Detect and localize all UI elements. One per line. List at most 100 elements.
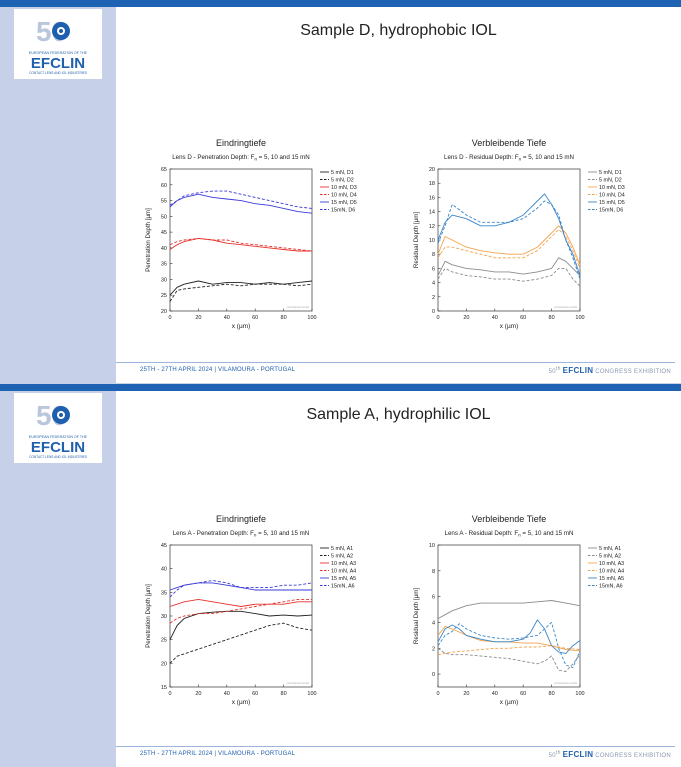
series-line-5-mn-a2 [437, 647, 581, 672]
legend-label: 15mN, A6 [599, 584, 623, 590]
y-tick-label: 25 [161, 293, 167, 299]
footer-divider [116, 362, 675, 363]
y-tick-label: 40 [161, 246, 167, 252]
series-line-15-mn-d5 [437, 193, 581, 276]
y-tick-label: 25 [161, 638, 167, 644]
slide-title: Sample D, hydrophobic IOL [300, 22, 497, 39]
legend-label: 5 mN, A1 [599, 546, 621, 552]
y-tick-label: 4 [432, 620, 435, 626]
series-line-15-mn-d5 [169, 193, 313, 214]
efclin-logo: 50 EUROPEAN FEDERATION OF THE EFCLIN CON… [13, 392, 103, 464]
y-tick-label: 2 [432, 646, 435, 652]
x-tick-label: 0 [168, 691, 171, 697]
slide-top-bar [0, 384, 681, 391]
y-tick-label: 18 [429, 181, 435, 187]
series-line-10-mn-d3 [437, 225, 581, 265]
legend-label: 15 mN, D5 [331, 200, 357, 206]
y-tick-label: 14 [429, 210, 435, 216]
chart-title: Lens D - Penetration Depth: Fn = 5, 10 a… [172, 154, 310, 162]
x-axis-label: x (µm) [232, 323, 251, 330]
y-tick-label: 30 [161, 614, 167, 620]
x-tick-label: 100 [575, 691, 584, 697]
series-line-15mn-a6 [169, 580, 313, 598]
slide-title: Sample A, hydrophilic IOL [306, 406, 491, 423]
y-tick-label: 4 [432, 281, 435, 287]
chart-a-residual: Verbleibende Tiefe Lens A - Residual Dept… [404, 511, 674, 711]
legend-label: 10 mN, A4 [331, 569, 356, 575]
x-axis-label: x (µm) [500, 699, 519, 706]
x-tick-label: 40 [224, 315, 230, 321]
y-tick-label: 60 [161, 183, 167, 189]
series-line-5-mn-d1 [169, 280, 313, 296]
legend-label: 15mN, D6 [331, 208, 355, 214]
y-tick-label: 2 [432, 295, 435, 301]
legend-label: 10 mN, D3 [331, 185, 357, 191]
plot-frame [169, 168, 313, 312]
legend-label: 5 mN, A1 [331, 546, 353, 552]
series-line-5-mn-a2 [169, 622, 313, 664]
chart-watermark: picoindenter results [287, 305, 310, 309]
y-tick-label: 50 [161, 214, 167, 220]
y-tick-label: 20 [161, 309, 167, 315]
chart-a-penetration: Eindringtiefe Lens A - Penetration Depth:… [136, 511, 406, 711]
legend-label: 15 mN, A5 [331, 576, 356, 582]
chart-header: Eindringtiefe [216, 514, 266, 524]
y-tick-label: 0 [432, 672, 435, 678]
logo-tagline: EUROPEAN FEDERATION OF THE [29, 51, 88, 55]
x-tick-label: 60 [520, 691, 526, 697]
footer-event-info: 25TH - 27TH APRIL 2024 | VILAMOURA - POR… [140, 751, 296, 757]
legend-label: 10 mN, A3 [599, 561, 624, 567]
x-tick-label: 100 [307, 315, 316, 321]
legend-label: 10 mN, D4 [331, 193, 357, 199]
chart-header: Eindringtiefe [216, 138, 266, 148]
y-tick-label: 35 [161, 262, 167, 268]
x-axis-label: x (µm) [232, 699, 251, 706]
y-tick-label: 20 [161, 661, 167, 667]
footer-congress: 50th EFCLIN CONGRESS EXHIBITION [548, 750, 671, 759]
x-tick-label: 60 [252, 315, 258, 321]
y-tick-label: 8 [432, 252, 435, 258]
y-tick-label: 35 [161, 590, 167, 596]
x-tick-label: 40 [224, 691, 230, 697]
legend-label: 10 mN, D4 [599, 193, 625, 199]
x-tick-label: 20 [195, 691, 201, 697]
y-tick-label: 12 [429, 224, 435, 230]
chart-title: Lens A - Residual Depth: Fn = 5, 10 and … [445, 530, 574, 538]
legend-label: 5 mN, D2 [331, 178, 354, 184]
legend-label: 5 mN, A2 [599, 554, 621, 560]
series-line-5-mn-d1 [437, 257, 581, 276]
series-line-15-mn-a5 [437, 619, 581, 654]
y-tick-label: 20 [429, 167, 435, 173]
footer-congress: 50th EFCLIN CONGRESS EXHIBITION [548, 366, 671, 375]
y-tick-label: 40 [161, 567, 167, 573]
plot-frame [437, 168, 581, 312]
slide-separator [0, 383, 681, 384]
legend-label: 5 mN, D2 [599, 178, 622, 184]
x-tick-label: 0 [436, 315, 439, 321]
x-tick-label: 80 [549, 691, 555, 697]
series-line-10-mn-d4 [437, 228, 581, 269]
y-tick-label: 30 [161, 277, 167, 283]
chart-title: Lens D - Residual Depth: Fn = 5, 10 and … [444, 154, 574, 162]
legend-label: 5 mN, A2 [331, 554, 353, 560]
series-line-15mn-d6 [169, 190, 313, 209]
chart-svg: Verbleibende Tiefe Lens D - Residual Dept… [413, 138, 625, 330]
series-line-10-mn-d3 [169, 237, 312, 252]
x-tick-label: 100 [307, 691, 316, 697]
series-line-10-mn-d4 [169, 237, 313, 252]
y-tick-label: 45 [161, 230, 167, 236]
chart-d-residual: Verbleibende Tiefe Lens D - Residual Dept… [404, 135, 674, 335]
x-tick-label: 0 [168, 315, 171, 321]
x-tick-label: 40 [492, 315, 498, 321]
y-tick-label: 15 [161, 685, 167, 691]
chart-svg: Verbleibende Tiefe Lens A - Residual Dept… [413, 514, 624, 706]
x-tick-label: 40 [492, 691, 498, 697]
slide-sample-a: 50 EUROPEAN FEDERATION OF THE EFCLIN CON… [0, 384, 681, 767]
y-tick-label: 8 [432, 569, 435, 575]
slide-top-bar [0, 0, 681, 7]
series-line-5-mn-a1 [437, 600, 581, 619]
chart-watermark: picoindenter results [555, 681, 578, 685]
x-tick-label: 80 [281, 691, 287, 697]
chart-svg: Eindringtiefe Lens A - Penetration Depth:… [145, 514, 356, 706]
x-tick-label: 100 [575, 315, 584, 321]
